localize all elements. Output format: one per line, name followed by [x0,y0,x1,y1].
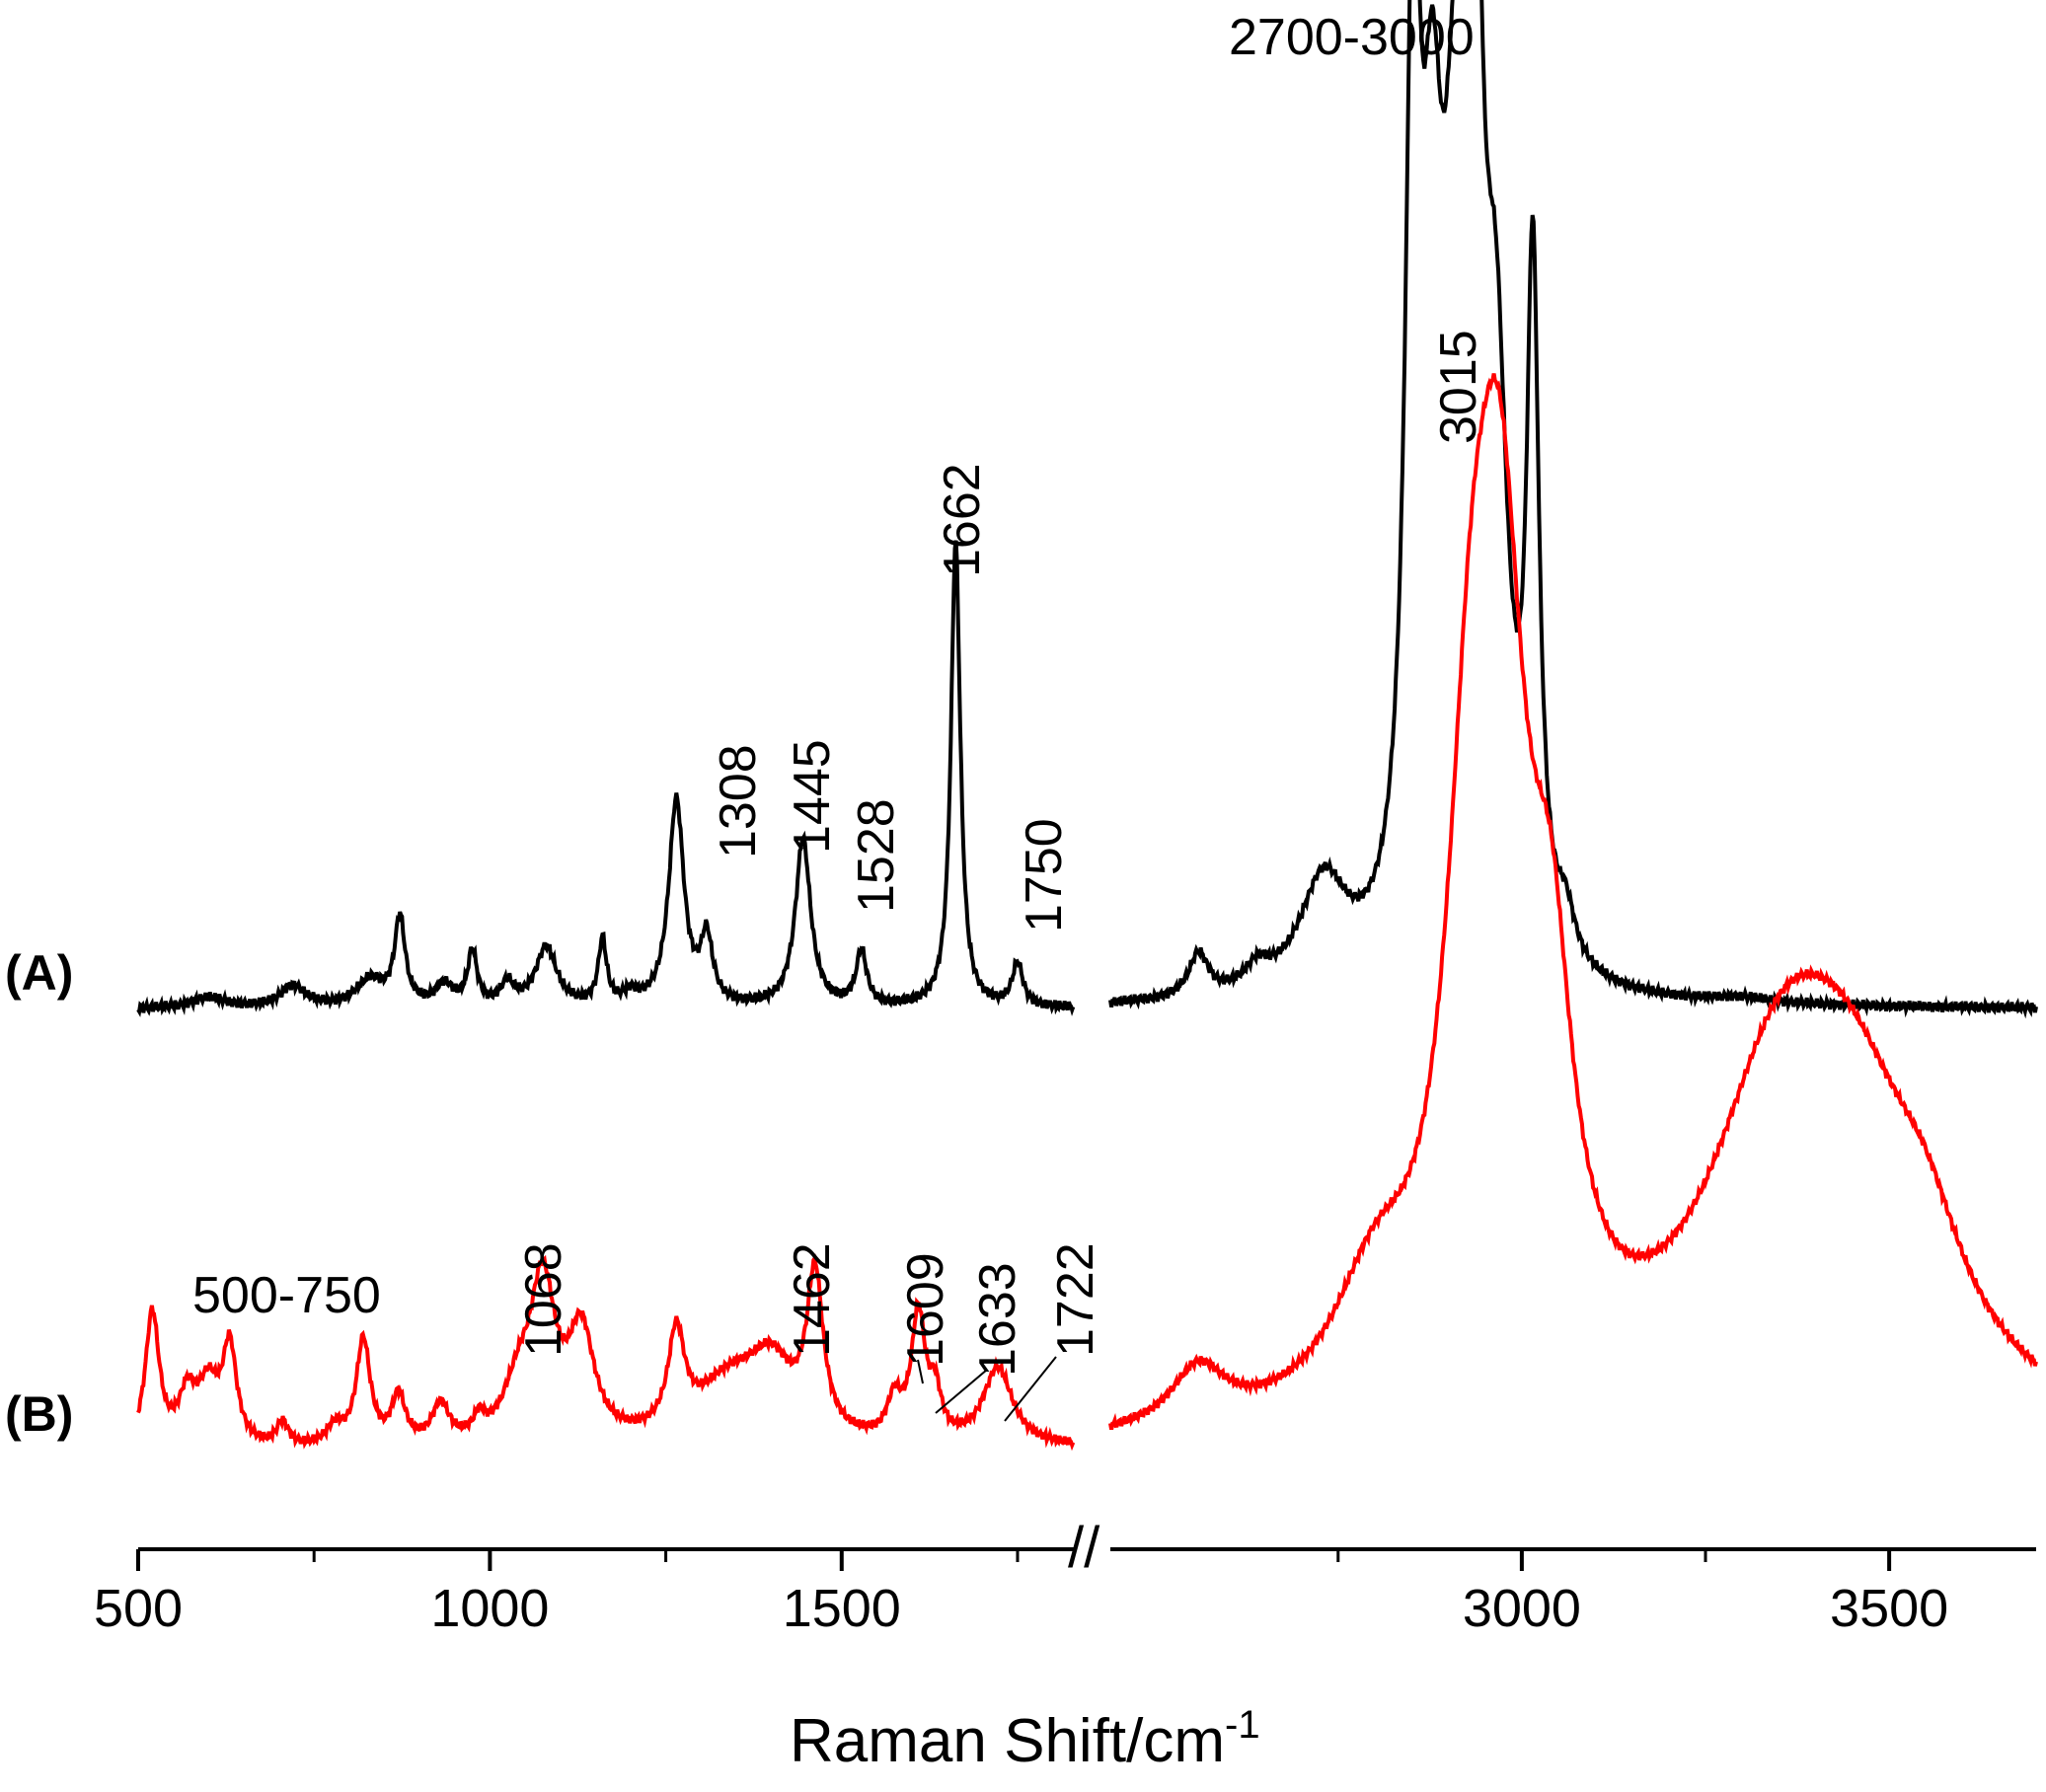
series-b-spectrum-low [136,1253,1076,1452]
x-tick-label-3500: 3500 [1830,1579,1948,1638]
peak-label-1750: 1750 [1016,818,1073,933]
leader-line-1722 [1004,1356,1057,1422]
x-tick-label-3000: 3000 [1463,1579,1581,1638]
leader-line-1609 [917,1359,924,1384]
x-axis-title-text: Raman Shift/cm [790,1707,1225,1775]
peak-label-1068: 1068 [515,1242,572,1357]
series-b-spectrum-high [1108,373,2038,1430]
peak-label-1308: 1308 [710,744,767,859]
x-tick-label-500: 500 [94,1579,183,1638]
region-label-2700-3000: 2700-3000 [1229,9,1475,66]
peak-label-1633: 1633 [969,1262,1026,1377]
x-axis-title: Raman Shift/cm-1 [790,1703,1260,1775]
x-axis-title-superscript: -1 [1225,1703,1260,1747]
x-tick-label-1500: 1500 [783,1579,901,1638]
x-tick-label-1000: 1000 [430,1579,549,1638]
x-axis-ticks: 500 1000 1500 3000 3500 [94,1549,1948,1638]
series-a-spectrum-high [1108,0,2038,1019]
axis-break-mark: // [1068,1516,1100,1580]
series-b-label: (B) [5,1386,73,1442]
peak-label-1722: 1722 [1047,1242,1104,1357]
peak-label-1609: 1609 [897,1252,954,1367]
x-axis: // 500 1000 1500 3000 3500 [94,1516,2036,1638]
peak-label-1528: 1528 [848,798,905,913]
peak-label-1662: 1662 [934,463,991,577]
leader-line-1633 [935,1369,988,1414]
peak-label-1462: 1462 [784,1242,841,1357]
series-a-label: (A) [5,945,73,1001]
series-a-spectrum-low [136,540,1076,1017]
peak-label-3015: 3015 [1430,330,1487,444]
peak-label-1445: 1445 [784,739,841,854]
region-label-500-750: 500-750 [192,1267,381,1324]
